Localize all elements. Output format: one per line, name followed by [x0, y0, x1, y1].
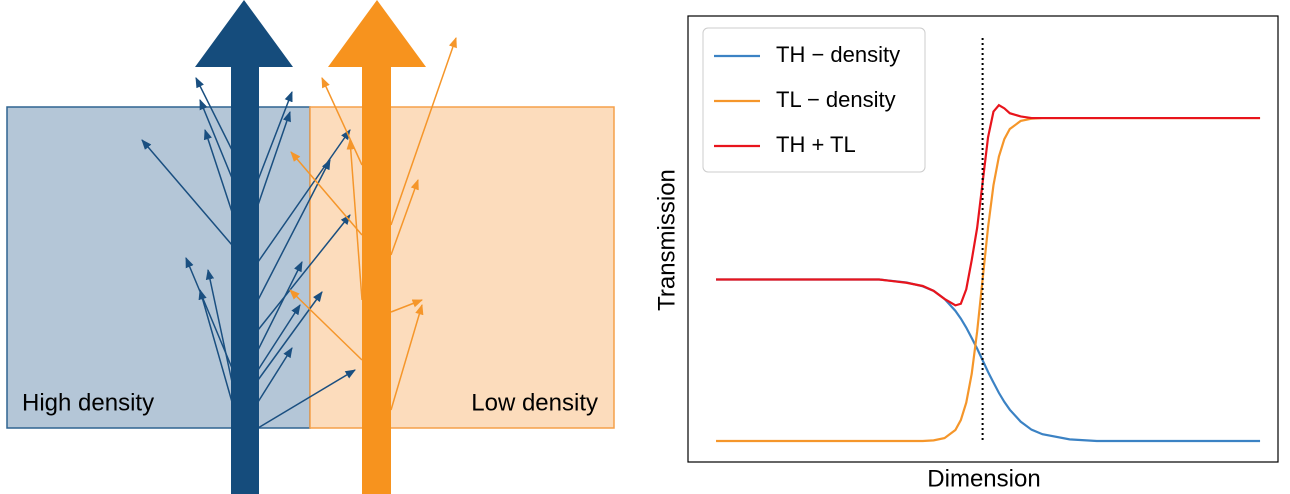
legend-label: TL − density [776, 87, 896, 112]
legend-label: TH − density [776, 42, 900, 67]
main-arrow-high [231, 60, 259, 494]
main-arrow-head-high [195, 0, 293, 67]
x-axis-label: Dimension [927, 465, 1040, 492]
high-density-region [7, 107, 310, 428]
main-arrow-head-low [328, 0, 426, 67]
legend-label: TH + TL [776, 132, 856, 157]
diagram: High density Low density [7, 0, 614, 494]
region-label: Low density [471, 389, 598, 416]
main-arrow-low [362, 60, 391, 494]
figure: High density Low density Dimension Trans… [0, 0, 1290, 494]
region-label: High density [22, 389, 154, 416]
chart: Dimension Transmission TH − density TL − … [653, 16, 1278, 492]
y-axis-label: Transmission [653, 169, 680, 311]
low-density-region [310, 107, 614, 428]
